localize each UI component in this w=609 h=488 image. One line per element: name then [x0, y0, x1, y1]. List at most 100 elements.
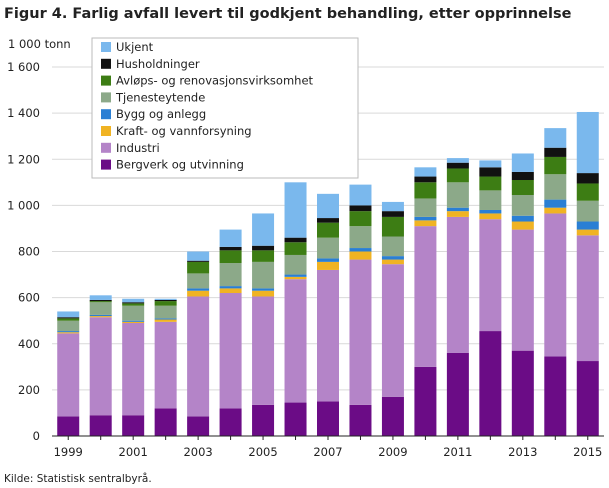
bar-segment	[252, 404, 275, 436]
legend-label: Avløps- og renovasjonsvirksomhet	[116, 74, 314, 88]
legend-swatch	[101, 159, 111, 170]
bar-segment	[154, 321, 177, 409]
bar-segment	[219, 229, 242, 247]
bar-segment	[122, 302, 145, 304]
bar-segment	[187, 288, 210, 291]
bar-segment	[511, 229, 534, 351]
bar-segment	[511, 350, 534, 436]
bar-segment	[284, 254, 307, 275]
legend-label: Ukjent	[116, 40, 154, 54]
bar-segment	[479, 176, 502, 191]
bar-segment	[317, 261, 339, 270]
bar-stack-1999	[57, 311, 80, 436]
bar-segment	[252, 250, 275, 262]
bar-stack-2011	[446, 158, 469, 436]
bar-segment	[479, 160, 502, 168]
legend-swatch	[101, 58, 111, 69]
bar-segment	[446, 211, 469, 217]
bar-segment	[479, 190, 502, 210]
bar-segment	[544, 207, 567, 214]
bar-segment	[544, 199, 567, 208]
bar-segment	[317, 237, 339, 259]
x-tick-label: 2015	[573, 445, 602, 459]
x-tick-label: 2005	[248, 445, 277, 459]
bar-segment	[154, 318, 177, 320]
x-tick-label: 2001	[119, 445, 148, 459]
bar-segment	[187, 260, 210, 262]
bar-segment	[576, 200, 599, 222]
legend-label: Tjenesteytende	[115, 90, 205, 104]
bar-segment	[511, 153, 534, 172]
bar-segment	[544, 156, 567, 175]
bar-segment	[544, 356, 567, 436]
bar-stack-2000	[89, 295, 112, 436]
bar-segment	[219, 263, 242, 287]
y-tick-label: 1 200	[7, 152, 40, 166]
bar-segment	[89, 302, 112, 315]
legend-swatch	[101, 92, 111, 103]
bar-segment	[57, 333, 80, 417]
bar-segment	[414, 198, 437, 217]
bar-segment	[349, 205, 372, 212]
bar-segment	[57, 332, 80, 334]
x-tick-label: 2003	[183, 445, 212, 459]
bar-stack-2001	[122, 298, 145, 436]
bar-segment	[57, 416, 80, 436]
bar-segment	[154, 408, 177, 436]
bar-segment	[576, 361, 599, 436]
bar-segment	[284, 279, 307, 403]
legend-swatch	[101, 42, 111, 52]
bar-segment	[284, 182, 307, 238]
legend-swatch	[101, 142, 111, 153]
bar-segment	[252, 213, 275, 246]
bar-segment	[446, 216, 469, 353]
bar-segment	[349, 226, 372, 249]
bar-segment	[89, 295, 112, 300]
bar-segment	[414, 176, 437, 183]
bar-segment	[57, 318, 80, 321]
y-tick-label: 800	[18, 245, 40, 259]
bar-segment	[576, 173, 599, 184]
bar-segment	[122, 320, 145, 322]
bar-stack-2015	[576, 111, 599, 436]
bar-segment	[252, 296, 275, 405]
bar-segment	[381, 256, 404, 260]
bar-segment	[414, 226, 437, 367]
bar-segment	[414, 167, 437, 177]
bar-segment	[252, 288, 275, 291]
bar-segment	[349, 404, 372, 436]
bar-segment	[57, 317, 80, 319]
bar-stack-2008	[349, 184, 372, 436]
bar-segment	[89, 301, 112, 303]
bar-segment	[187, 261, 210, 274]
bar-segment	[57, 320, 80, 332]
bar-segment	[317, 269, 339, 402]
bar-segment	[381, 236, 404, 257]
bar-segment	[219, 250, 242, 264]
bar-segment	[381, 396, 404, 436]
legend-label: Bygg og anlegg	[116, 107, 206, 121]
bar-segment	[317, 222, 339, 238]
x-tick-label: 2011	[443, 445, 472, 459]
bar-segment	[219, 288, 242, 294]
bar-stack-2007	[317, 193, 339, 436]
bar-stack-2009	[381, 201, 404, 436]
x-tick-label: 2013	[508, 445, 537, 459]
bar-segment	[252, 290, 275, 297]
x-tick-label: 1999	[54, 445, 83, 459]
bar-segment	[284, 274, 307, 277]
bar-segment	[381, 259, 404, 265]
bar-segment	[122, 321, 145, 323]
bar-segment	[187, 416, 210, 436]
bar-segment	[479, 209, 502, 214]
bar-segment	[252, 245, 275, 251]
y-tick-label: 600	[18, 291, 40, 305]
bar-segment	[89, 317, 112, 416]
legend-swatch	[101, 109, 111, 120]
legend-label: Kraft- og vannforsyning	[116, 124, 252, 138]
bar-segment	[349, 248, 372, 252]
bar-segment	[544, 128, 567, 148]
legend-label: Industri	[116, 141, 160, 155]
source-note: Kilde: Statistisk sentralbyrå.	[4, 472, 152, 485]
